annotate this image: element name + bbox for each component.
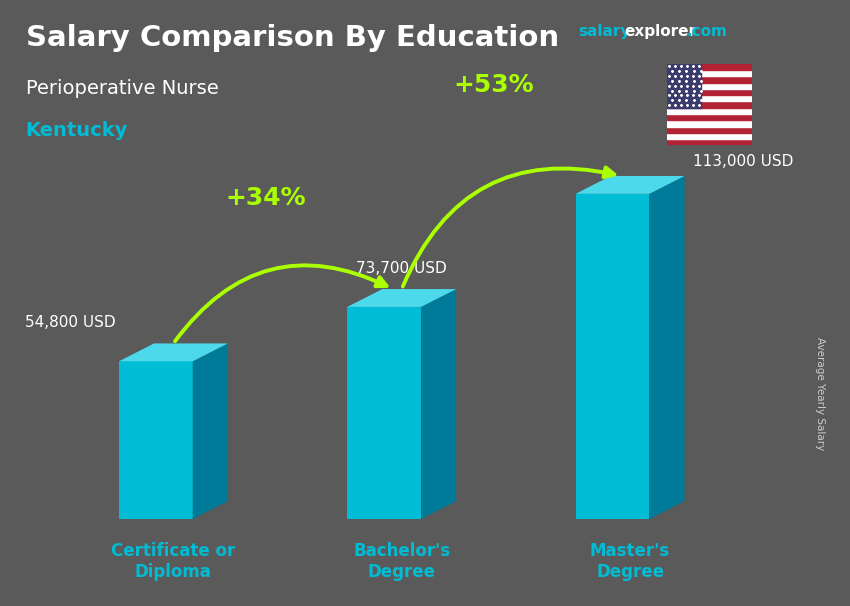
Bar <box>667 139 752 145</box>
Bar <box>667 114 752 120</box>
Text: 113,000 USD: 113,000 USD <box>694 155 794 170</box>
Text: Bachelor's
Degree: Bachelor's Degree <box>353 542 451 581</box>
Polygon shape <box>421 289 456 519</box>
Bar <box>667 120 752 127</box>
Bar <box>667 133 752 139</box>
Bar <box>667 101 752 108</box>
Polygon shape <box>119 344 228 361</box>
Bar <box>667 76 752 82</box>
Polygon shape <box>575 176 684 194</box>
Text: +53%: +53% <box>454 73 535 97</box>
Bar <box>667 89 752 95</box>
Bar <box>667 64 701 108</box>
Bar <box>667 108 752 114</box>
Polygon shape <box>119 361 193 519</box>
Polygon shape <box>348 307 421 519</box>
Text: Kentucky: Kentucky <box>26 121 128 140</box>
Text: Master's
Degree: Master's Degree <box>590 542 670 581</box>
Polygon shape <box>348 289 456 307</box>
Text: salary: salary <box>578 24 631 39</box>
Text: Average Yearly Salary: Average Yearly Salary <box>815 338 825 450</box>
Text: 54,800 USD: 54,800 USD <box>25 316 116 330</box>
Bar <box>667 82 752 89</box>
Polygon shape <box>193 344 228 519</box>
Text: .com: .com <box>687 24 728 39</box>
Bar <box>667 70 752 76</box>
Polygon shape <box>575 194 649 519</box>
Text: Perioperative Nurse: Perioperative Nurse <box>26 79 218 98</box>
Text: +34%: +34% <box>225 186 306 210</box>
Text: explorer: explorer <box>625 24 697 39</box>
Bar <box>667 64 752 70</box>
Text: Certificate or
Diploma: Certificate or Diploma <box>111 542 235 581</box>
Text: Salary Comparison By Education: Salary Comparison By Education <box>26 24 558 52</box>
Bar <box>667 127 752 133</box>
Text: 73,700 USD: 73,700 USD <box>356 261 447 276</box>
Bar <box>667 95 752 101</box>
Polygon shape <box>649 176 684 519</box>
